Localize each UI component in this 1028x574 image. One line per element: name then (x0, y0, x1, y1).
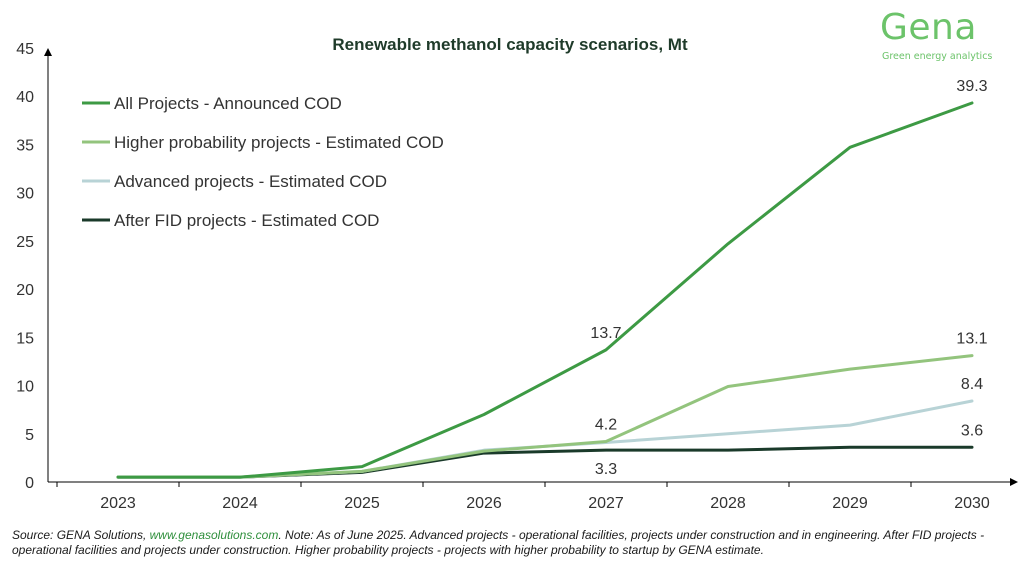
x-tick-label: 2030 (954, 495, 990, 512)
x-tick-label: 2028 (710, 495, 746, 512)
y-tick-label: 45 (16, 41, 34, 58)
data-label: 13.1 (956, 331, 987, 348)
legend-label: After FID projects - Estimated COD (114, 211, 379, 230)
source-link[interactable]: www.genasolutions.com (149, 528, 279, 542)
legend-label: Advanced projects - Estimated COD (114, 172, 387, 191)
y-tick-label: 20 (16, 282, 34, 299)
y-tick-label: 10 (16, 379, 34, 396)
footer-prefix: Source: GENA Solutions, (12, 528, 150, 542)
source-note: Source: GENA Solutions, www.genasolution… (12, 528, 1017, 558)
series-lines (116, 101, 974, 479)
data-label: 8.4 (961, 376, 983, 393)
y-tick-label: 30 (16, 186, 34, 203)
data-label: 39.3 (956, 78, 987, 95)
x-tick-label: 2027 (588, 495, 624, 512)
data-labels: 13.7 39.3 4.2 13.1 8.4 3.3 3.6 (590, 78, 987, 478)
data-label: 13.7 (590, 325, 621, 342)
legend-label: All Projects - Announced COD (114, 94, 342, 113)
x-tick-label: 2025 (344, 495, 380, 512)
y-tick-label: 25 (16, 234, 34, 251)
y-axis-arrow (44, 48, 52, 56)
data-label: 3.3 (595, 461, 617, 478)
x-tick-label: 2026 (466, 495, 502, 512)
data-label: 3.6 (961, 422, 983, 439)
y-tick-label: 0 (25, 475, 34, 492)
series-line (116, 445, 974, 479)
y-tick-label: 5 (25, 427, 34, 444)
gena-logo: Gena (880, 7, 977, 48)
data-label: 4.2 (595, 416, 617, 433)
x-tick-label: 2024 (222, 495, 258, 512)
x-tick-label: 2023 (100, 495, 136, 512)
series-line (116, 101, 974, 479)
x-tick-label: 2029 (832, 495, 868, 512)
y-tick-label: 15 (16, 330, 34, 347)
footer-note: . Note: As of June 2025. Advanced projec… (12, 528, 985, 557)
y-tick-label: 35 (16, 137, 34, 154)
chart-title: Renewable methanol capacity scenarios, M… (332, 35, 688, 54)
series-line (116, 399, 974, 479)
x-axis-arrow (1010, 478, 1018, 486)
legend: All Projects - Announced COD Higher proba… (82, 94, 444, 230)
line-chart: Renewable methanol capacity scenarios, M… (16, 35, 1018, 512)
y-tick-label: 40 (16, 89, 34, 106)
logo-tagline: Green energy analytics (882, 51, 993, 62)
legend-label: Higher probability projects - Estimated … (114, 133, 444, 152)
series-line (116, 354, 974, 479)
